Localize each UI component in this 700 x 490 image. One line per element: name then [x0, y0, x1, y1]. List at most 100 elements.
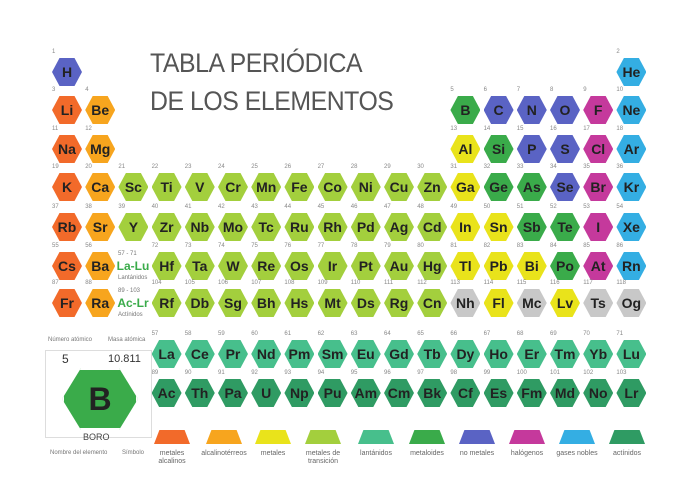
atomic-number: 35: [583, 164, 590, 170]
element-tile: Si: [483, 135, 514, 163]
element-tile: Fl: [483, 289, 514, 317]
atomic-number: 48: [417, 204, 424, 210]
atomic-number: 10: [616, 87, 624, 93]
element-tile: Db: [184, 289, 215, 317]
element-tile: Zn: [417, 173, 448, 201]
atomic-number: 114: [483, 280, 494, 286]
atomic-number: 80: [417, 243, 424, 249]
legend-swatch: [609, 430, 645, 444]
atomic-number: 91: [218, 370, 225, 376]
element-tile: Rg: [384, 289, 414, 317]
element-tile: No: [583, 379, 614, 407]
group-symbol: Ac-Lr: [117, 296, 149, 310]
element-tile: Nd: [251, 340, 282, 368]
atomic-number: 53: [583, 204, 590, 210]
atomic-number: 52: [550, 204, 557, 210]
atomic-number: 24: [218, 164, 225, 170]
atomic-number: 110: [350, 280, 361, 286]
element-tile: S: [550, 135, 580, 163]
element-tile: He: [616, 58, 647, 86]
atomic-number: 21: [118, 164, 126, 170]
atomic-number: 70: [583, 331, 590, 337]
legend-swatch: [154, 430, 190, 444]
atomic-number: 72: [151, 243, 159, 249]
element-tile: Md: [550, 379, 580, 407]
element-tile: I: [583, 213, 614, 241]
element-tile: Cm: [384, 379, 414, 407]
group-name: Lantánidos: [118, 275, 148, 281]
group-range: 89 - 103: [118, 288, 141, 294]
element-tile: H: [52, 58, 82, 86]
element-tile: La: [151, 340, 182, 368]
element-tile: At: [583, 252, 614, 280]
atomic-number: 34: [550, 164, 557, 170]
element-tile: Re: [251, 252, 282, 280]
atomic-number: 94: [317, 370, 325, 376]
atomic-number: 50: [483, 204, 491, 210]
element-tile: Te: [550, 213, 580, 241]
atomic-number: 58: [184, 331, 192, 337]
legend-swatch: [509, 430, 545, 444]
legend-swatch: [255, 430, 291, 444]
atomic-number: 55: [52, 243, 59, 249]
element-tile: Ru: [284, 213, 315, 241]
atomic-number: 49: [450, 204, 458, 210]
legend-label: metales alcalinos: [158, 450, 186, 465]
atomic-number: 63: [350, 331, 358, 337]
element-tile: Bh: [251, 289, 282, 317]
element-tile: Sc: [118, 173, 149, 201]
atomic-number: 82: [483, 243, 491, 249]
element-tile: Ac: [151, 379, 182, 407]
atomic-number: 56: [85, 243, 92, 249]
legend-label: metaloides: [410, 450, 444, 457]
element-tile: Rh: [317, 213, 348, 241]
atomic-number: 108: [284, 280, 295, 286]
atomic-number: 2: [616, 49, 620, 55]
key-number: 5: [62, 352, 69, 366]
element-tile: Nb: [184, 213, 215, 241]
element-tile: Tm: [550, 340, 580, 368]
element-tile: Bi: [516, 252, 547, 280]
atomic-number: 79: [384, 243, 391, 249]
atomic-number: 15: [516, 126, 524, 132]
atomic-number: 22: [151, 164, 159, 170]
legend-label: metales de transición: [305, 450, 341, 465]
element-tile: Na: [52, 135, 82, 163]
element-tile: O: [550, 96, 580, 124]
atomic-number: 57: [151, 331, 159, 337]
legend-label: gases nobles: [556, 450, 598, 457]
element-tile: F: [583, 96, 614, 124]
element-tile: Ir: [317, 252, 348, 280]
element-tile: Og: [616, 289, 647, 317]
element-tile: Fr: [52, 289, 82, 317]
atomic-number: 60: [251, 331, 258, 337]
element-tile: Pt: [350, 252, 381, 280]
atomic-number: 68: [516, 331, 524, 337]
element-tile: Po: [550, 252, 580, 280]
element-tile: Se: [550, 173, 580, 201]
atomic-number: 8: [550, 87, 554, 93]
atomic-number: 92: [251, 370, 258, 376]
key-tile: B: [62, 368, 138, 430]
element-tile: Be: [85, 96, 116, 124]
element-tile: Gd: [384, 340, 414, 368]
element-tile: Rb: [52, 213, 82, 241]
atomic-number: 43: [251, 204, 258, 210]
atomic-number: 86: [616, 243, 624, 249]
atomic-number: 12: [85, 126, 92, 132]
atomic-number: 31: [450, 164, 458, 170]
atomic-number: 99: [483, 370, 491, 376]
legend-swatch: [358, 430, 394, 444]
atomic-number: 77: [317, 243, 325, 249]
element-tile: Lv: [550, 289, 580, 317]
element-tile: Er: [516, 340, 547, 368]
element-tile: Cd: [417, 213, 448, 241]
key-mass: 10.811: [108, 353, 141, 365]
atomic-number: 89: [151, 370, 159, 376]
atomic-number: 95: [350, 370, 358, 376]
atomic-number: 90: [184, 370, 192, 376]
element-tile: Cl: [583, 135, 614, 163]
element-tile: Mo: [218, 213, 248, 241]
atomic-number: 103: [616, 370, 627, 376]
element-tile: K: [52, 173, 82, 201]
